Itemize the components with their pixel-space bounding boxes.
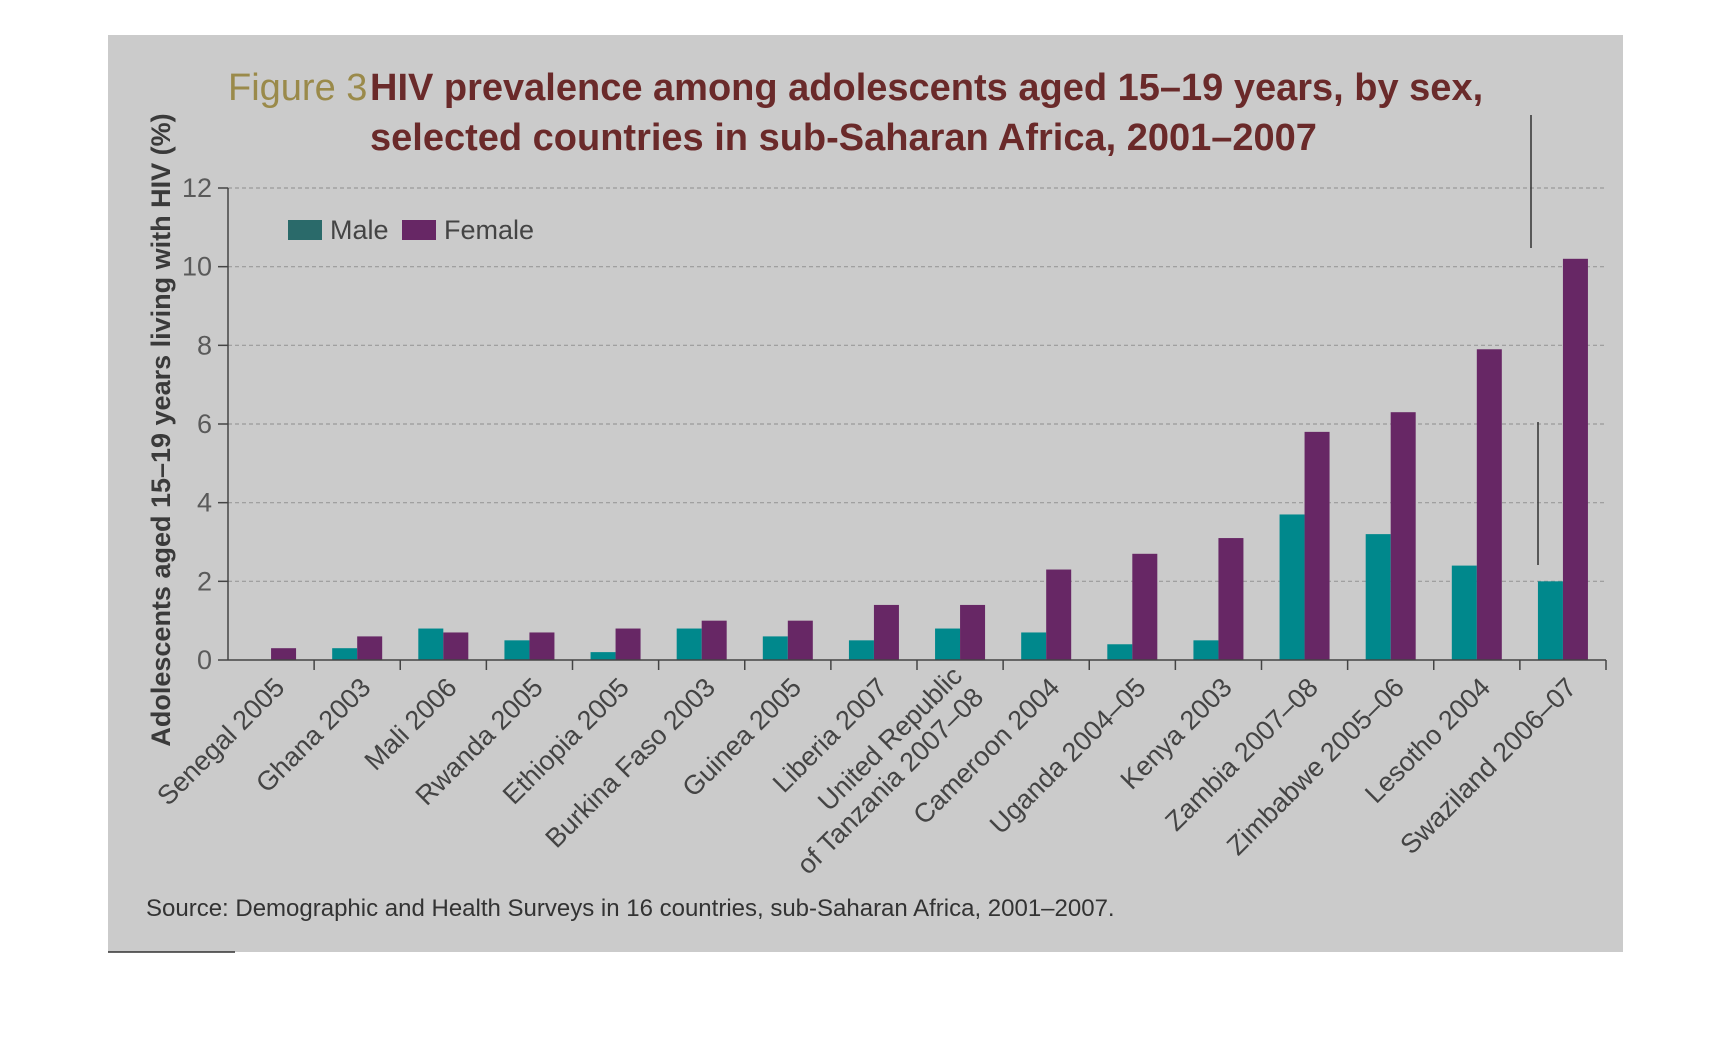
chart-title-line1: HIV prevalence among adolescents aged 15…: [370, 67, 1483, 109]
bar-female: [1476, 349, 1502, 660]
bar-female: [1218, 538, 1244, 660]
y-tick-label-10: 10: [182, 252, 212, 282]
legend-label-male: Male: [330, 215, 389, 245]
bar-male: [935, 628, 961, 660]
legend-swatch-female: [402, 220, 436, 240]
y-tick-label-12: 12: [182, 173, 212, 203]
bar-male: [676, 628, 702, 660]
bar-female: [529, 632, 555, 660]
bar-female: [701, 620, 727, 660]
bar-male: [848, 640, 874, 660]
legend-label-female: Female: [444, 215, 534, 245]
bar-female: [1046, 569, 1072, 660]
y-tick-label-6: 6: [197, 409, 212, 439]
bar-female: [443, 632, 469, 660]
x-tick-label: Zambia 2007–08: [1159, 672, 1324, 837]
bar-female: [787, 620, 813, 660]
y-tick-label-8: 8: [197, 330, 212, 360]
y-tick-label-4: 4: [197, 488, 212, 518]
bar-male: [1193, 640, 1219, 660]
bar-female: [873, 604, 899, 660]
chart-title-line2: selected countries in sub-Saharan Africa…: [370, 117, 1317, 159]
bar-female: [1132, 553, 1158, 660]
gridlines: [228, 187, 1606, 582]
y-tick-label-2: 2: [197, 566, 212, 596]
bar-female: [1390, 412, 1416, 660]
bars: [271, 258, 1588, 660]
y-tick-labels: 0 2 4 6 8 10 12: [182, 173, 212, 675]
bar-male: [418, 628, 444, 660]
x-tick-label: Burkina Faso 2003: [540, 672, 721, 853]
axes: [218, 187, 1607, 670]
bar-male: [332, 648, 358, 660]
source-note: Source: Demographic and Health Surveys i…: [146, 895, 1115, 922]
bar-male: [1365, 534, 1391, 660]
bar-male: [1537, 581, 1563, 660]
bar-male: [590, 652, 616, 660]
bar-male: [1107, 644, 1133, 660]
bar-male: [504, 640, 530, 660]
bar-male: [1021, 632, 1047, 660]
figure-label: Figure 3: [228, 67, 367, 109]
bar-female: [271, 648, 297, 660]
bar-female: [1304, 431, 1330, 660]
legend: Male Female: [288, 215, 534, 245]
bar-female: [357, 636, 383, 660]
bar-female: [960, 604, 986, 660]
x-tick-label: Uganda 2004–05: [984, 672, 1152, 840]
legend-swatch-male: [288, 220, 322, 240]
y-axis-title: Adolescents aged 15–19 years living with…: [146, 113, 176, 746]
bar-male: [1279, 514, 1305, 660]
bar-male: [762, 636, 788, 660]
bar-male: [1451, 565, 1477, 660]
y-tick-label-0: 0: [197, 645, 212, 675]
bar-female: [1562, 258, 1588, 660]
bar-female: [615, 628, 641, 660]
